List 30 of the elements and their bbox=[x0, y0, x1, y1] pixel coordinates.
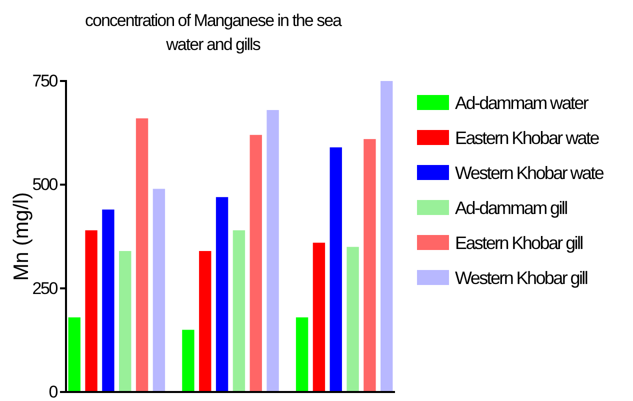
bar bbox=[312, 242, 326, 392]
bar bbox=[380, 81, 393, 392]
bar bbox=[346, 246, 359, 392]
bar bbox=[250, 134, 262, 392]
legend-label: Western Khobar wate bbox=[455, 163, 604, 183]
bar bbox=[102, 210, 114, 392]
y-tick-label: 500 bbox=[32, 175, 58, 194]
y-tick-label: 250 bbox=[32, 278, 58, 298]
bar bbox=[85, 230, 98, 392]
y-tick-label: 0 bbox=[48, 382, 58, 401]
legend-label: Ad-dammam gill bbox=[455, 198, 568, 218]
bar bbox=[68, 317, 80, 392]
y-tick-label: 750 bbox=[32, 71, 58, 90]
bar bbox=[182, 330, 194, 392]
bar bbox=[152, 188, 166, 392]
bar bbox=[266, 110, 279, 392]
bar bbox=[296, 317, 308, 392]
bar bbox=[232, 230, 246, 392]
y-axis-title: Mn (mg/l) bbox=[10, 192, 33, 281]
chart-title: concentration of Manganese in the sea water and gills bbox=[85, 11, 343, 54]
bar bbox=[330, 147, 342, 392]
legend-label: Eastern Khobar wate bbox=[455, 128, 600, 148]
legend-label: Western Khobar gill bbox=[455, 268, 588, 288]
legend-label: Ad-dammam water bbox=[455, 93, 589, 113]
bar bbox=[199, 251, 212, 392]
legend-label: Eastern Khobar gill bbox=[455, 233, 583, 253]
bar bbox=[364, 139, 376, 392]
bar bbox=[216, 197, 228, 392]
bar bbox=[119, 251, 132, 392]
bar bbox=[136, 118, 148, 392]
